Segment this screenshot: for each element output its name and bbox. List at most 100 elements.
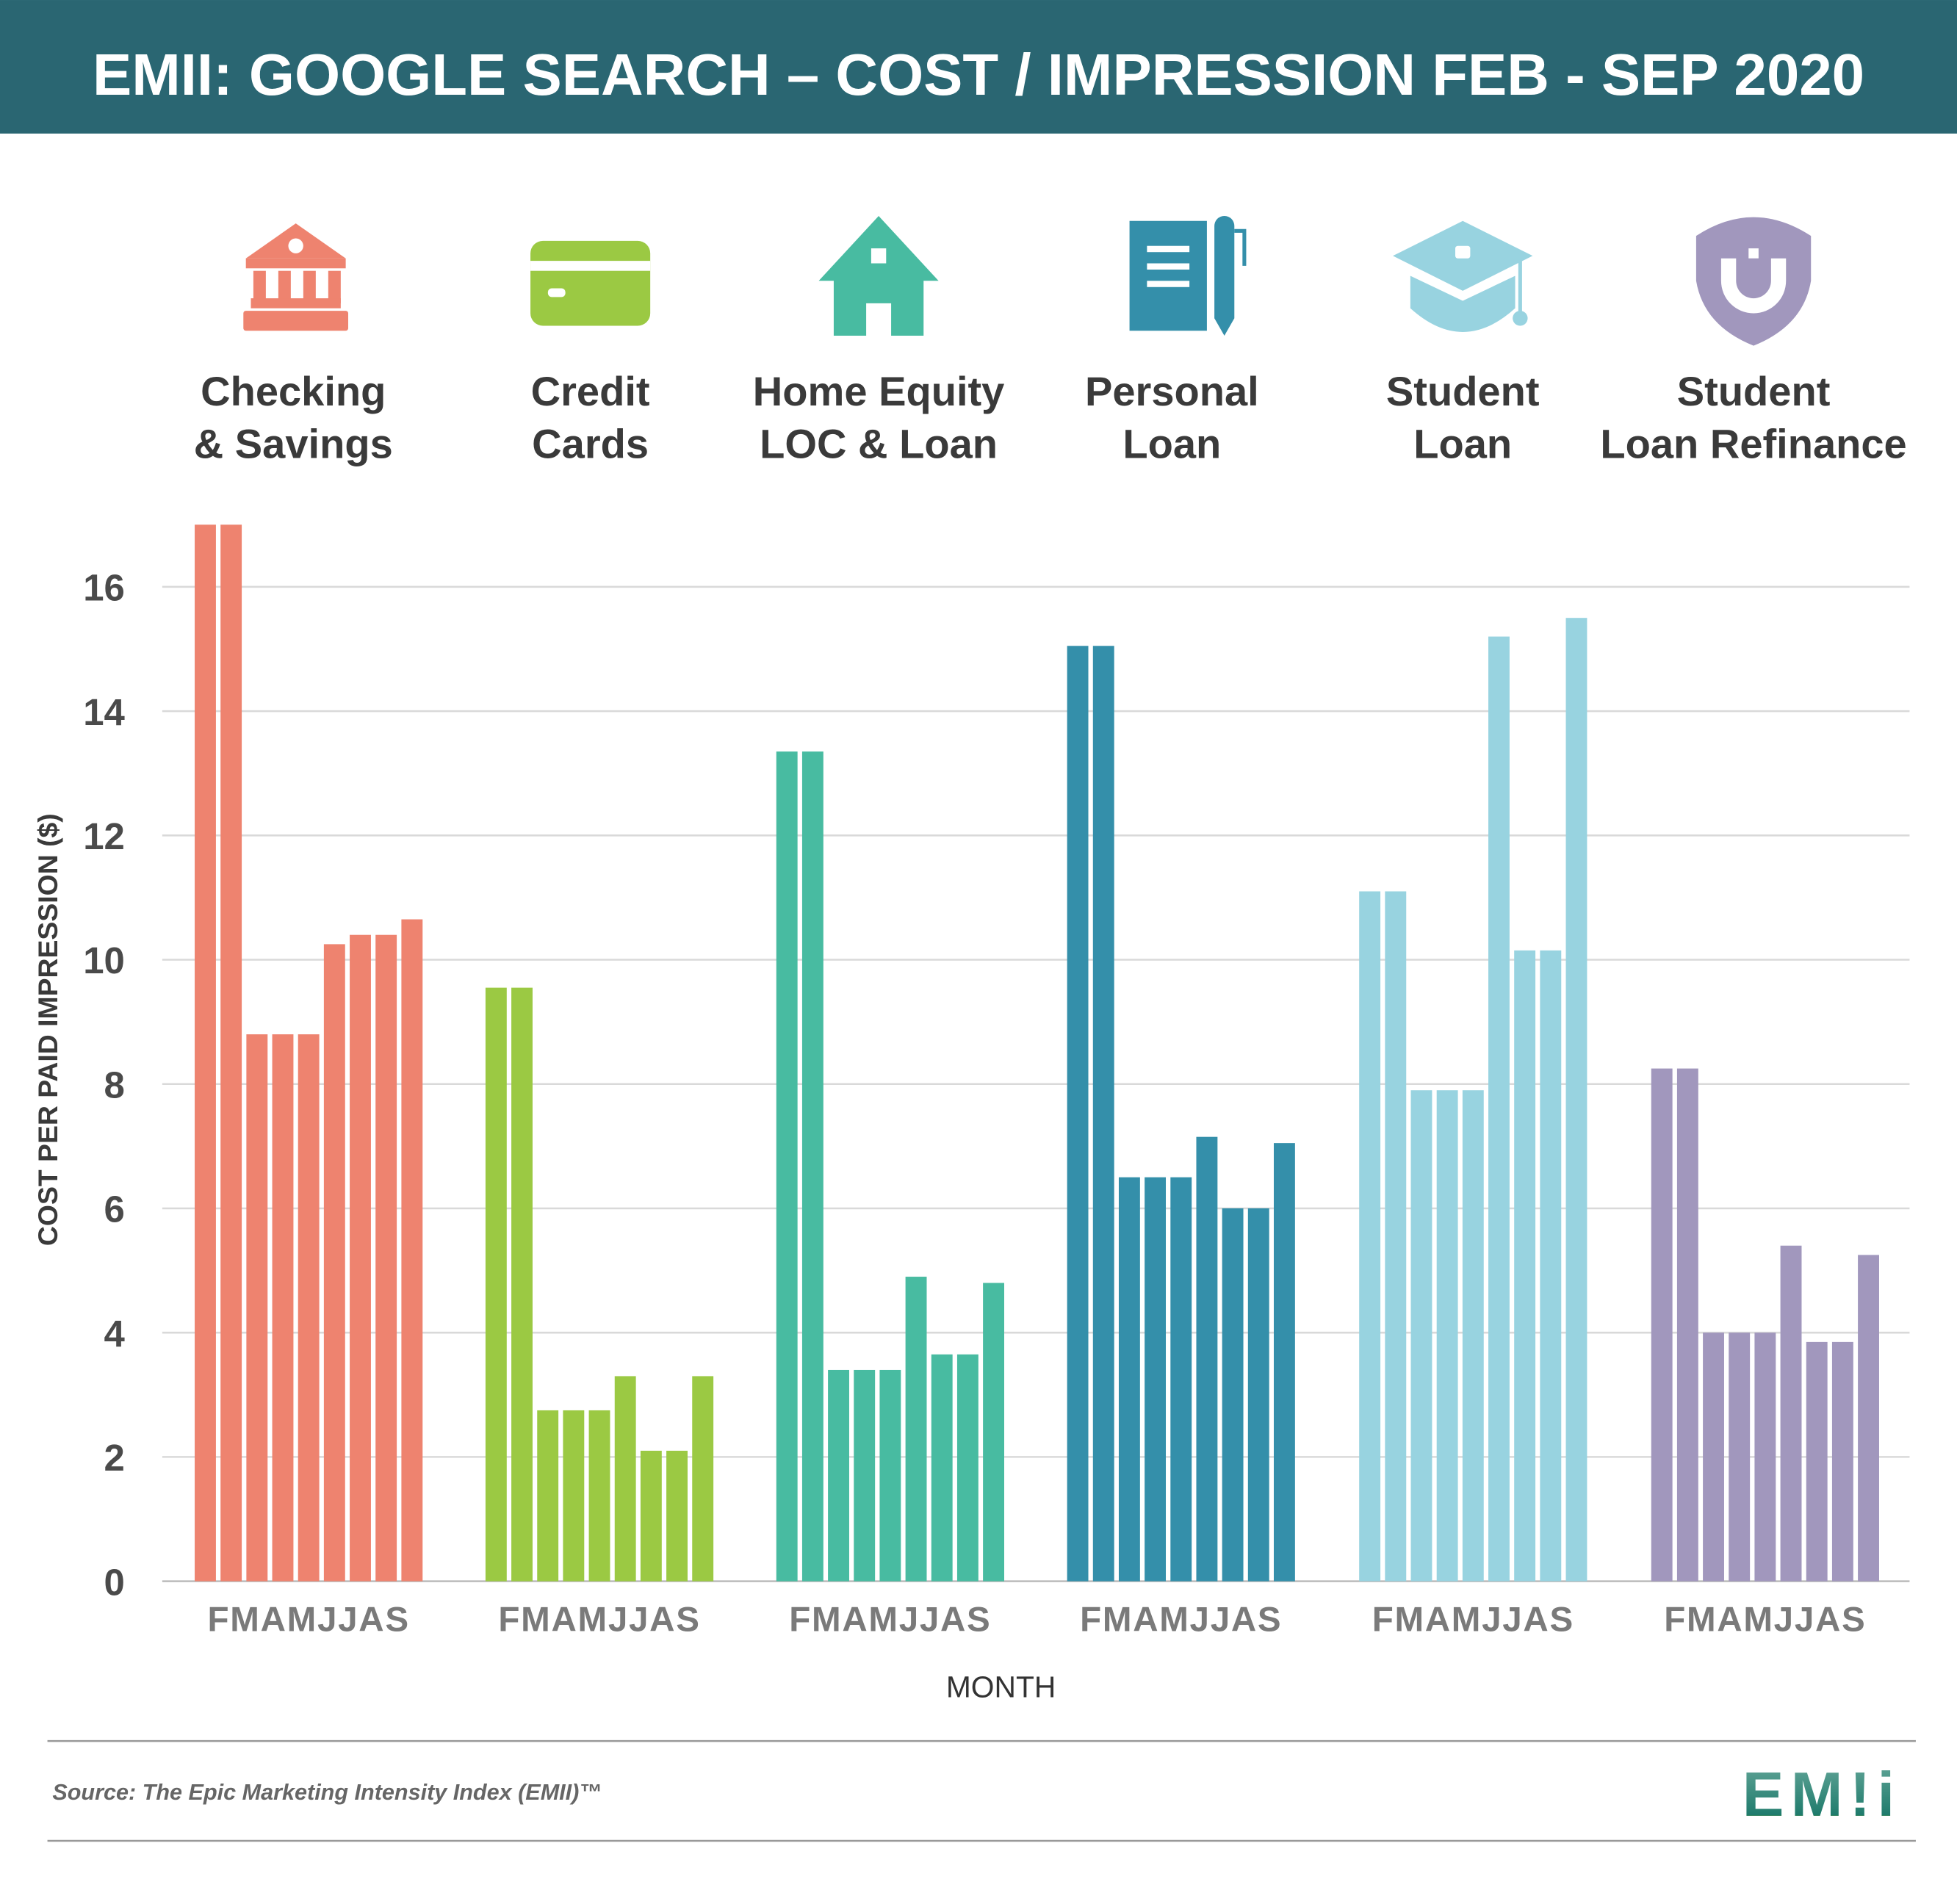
month-labels: FMAMJJAS FMAMJJAS FMAMJJAS FMAMJJAS FMAMJJAS… xyxy=(208,1601,1866,1640)
bar-group xyxy=(776,751,1004,1582)
bar xyxy=(828,1369,849,1582)
bar xyxy=(323,944,345,1582)
bar xyxy=(1196,1136,1218,1582)
bar xyxy=(1247,1208,1269,1582)
y-tick-label: 8 xyxy=(104,1064,125,1106)
category-label: Credit xyxy=(531,368,650,414)
bar xyxy=(1858,1255,1879,1582)
bar xyxy=(1488,636,1510,1582)
bar-group xyxy=(1359,618,1587,1582)
bar xyxy=(1540,950,1562,1582)
category-label: & Savings xyxy=(194,421,393,467)
bar xyxy=(1806,1341,1828,1582)
bar xyxy=(246,1034,268,1582)
category-icons xyxy=(243,215,1812,346)
y-axis-label: COST PER PAID IMPRESSION ($) xyxy=(32,813,63,1246)
bar xyxy=(1651,1068,1673,1582)
bar-group xyxy=(1067,646,1295,1582)
bar xyxy=(350,934,371,1582)
bar xyxy=(666,1450,688,1582)
month-tick-labels: FMAMJJAS xyxy=(498,1601,700,1640)
bar xyxy=(220,524,242,1582)
bar xyxy=(956,1354,978,1582)
source-note: Source: The Epic Marketing Intensity Ind… xyxy=(52,1780,602,1805)
category-label: Personal xyxy=(1085,368,1259,414)
bar xyxy=(1462,1090,1484,1582)
bar xyxy=(801,751,823,1582)
bar xyxy=(1067,646,1089,1582)
bar xyxy=(640,1450,662,1582)
category-labels: Checking & Savings Credit Cards Home Equity L… xyxy=(194,368,1907,466)
bar xyxy=(1676,1068,1698,1582)
bar xyxy=(375,934,397,1582)
month-tick-labels: FMAMJJAS xyxy=(1372,1601,1574,1640)
y-tick-label: 12 xyxy=(83,815,125,857)
category-label: Loan xyxy=(1122,421,1221,467)
y-tick-label: 10 xyxy=(83,940,125,981)
bar-group xyxy=(1651,1068,1879,1582)
category-label: LOC & Loan xyxy=(760,421,998,467)
notepad-pen-icon xyxy=(1129,215,1247,336)
month-tick-labels: FMAMJJAS xyxy=(789,1601,991,1640)
bar xyxy=(1754,1333,1776,1582)
y-tick-label: 14 xyxy=(83,691,125,733)
bar xyxy=(298,1034,320,1582)
bar-group xyxy=(485,987,714,1582)
bar xyxy=(854,1369,876,1582)
bank-icon xyxy=(243,223,349,331)
bar xyxy=(1145,1177,1167,1582)
bar xyxy=(1385,891,1407,1582)
bars xyxy=(195,524,1879,1582)
bar xyxy=(511,987,533,1582)
gridlines xyxy=(162,585,1910,1582)
y-tick-labels: 0 2 4 6 8 10 12 14 16 xyxy=(83,567,125,1604)
category-label: Student xyxy=(1386,368,1540,414)
bar xyxy=(1410,1090,1432,1582)
y-tick-label: 4 xyxy=(104,1313,126,1355)
bar xyxy=(1729,1333,1751,1582)
graduation-cap-icon xyxy=(1393,220,1533,332)
category-label: Home Equity xyxy=(753,368,1005,414)
house-icon xyxy=(818,215,939,336)
y-tick-label: 2 xyxy=(104,1437,125,1479)
category-label: Loan Refinance xyxy=(1600,421,1906,467)
bar xyxy=(879,1369,901,1582)
bar xyxy=(905,1277,927,1582)
bar xyxy=(401,919,423,1582)
bar xyxy=(588,1410,610,1582)
bar xyxy=(983,1283,1004,1582)
bar xyxy=(1780,1245,1802,1582)
bar xyxy=(537,1410,559,1582)
bar xyxy=(692,1376,714,1582)
bar xyxy=(931,1354,953,1582)
bar-group xyxy=(195,524,423,1582)
y-tick-label: 6 xyxy=(104,1189,125,1230)
bar xyxy=(1222,1208,1244,1582)
category-label: Loan xyxy=(1413,421,1512,467)
category-label: Student xyxy=(1677,368,1831,414)
bar xyxy=(1565,618,1587,1582)
category-label: Cards xyxy=(532,421,649,467)
credit-card-icon xyxy=(530,240,651,326)
bar xyxy=(1092,646,1114,1582)
category-label: Checking xyxy=(201,368,386,414)
bar xyxy=(1436,1090,1458,1582)
x-axis-label: MONTH xyxy=(946,1670,1056,1704)
bar xyxy=(614,1376,636,1582)
chart-title: EMII: GOOGLE SEARCH – COST / IMPRESSION … xyxy=(93,42,1864,107)
bar xyxy=(485,987,507,1582)
month-tick-labels: FMAMJJAS xyxy=(1664,1601,1866,1640)
bar xyxy=(1118,1177,1140,1582)
month-tick-labels: FMAMJJAS xyxy=(208,1601,410,1640)
bar xyxy=(195,524,216,1582)
bar xyxy=(1273,1143,1295,1582)
bar xyxy=(272,1034,294,1582)
y-tick-label: 16 xyxy=(83,567,125,609)
header-bar xyxy=(0,0,1957,134)
bar xyxy=(776,751,798,1582)
bar xyxy=(1831,1341,1853,1582)
y-tick-label: 0 xyxy=(104,1561,125,1603)
bar xyxy=(1170,1177,1192,1582)
bar xyxy=(1359,891,1381,1582)
